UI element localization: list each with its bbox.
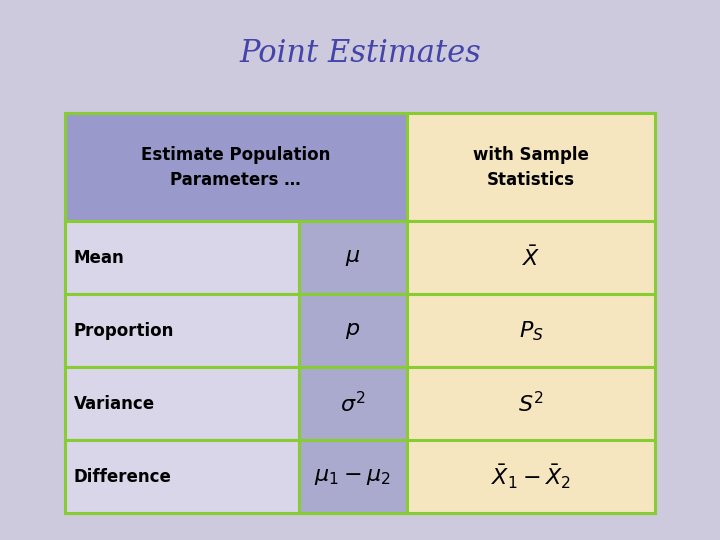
Bar	[299, 221, 407, 294]
Bar	[407, 113, 655, 221]
Bar	[65, 367, 299, 440]
Text: $\bar{X}_1 - \bar{X}_2$: $\bar{X}_1 - \bar{X}_2$	[491, 463, 571, 490]
Bar	[407, 440, 655, 513]
Text: $\bar{X}$: $\bar{X}$	[522, 246, 540, 270]
Text: $S^2$: $S^2$	[518, 391, 544, 416]
Text: $\mu$: $\mu$	[345, 248, 361, 268]
Text: Mean: Mean	[73, 249, 124, 267]
Bar	[65, 294, 299, 367]
Text: Variance: Variance	[73, 395, 155, 413]
Text: Point Estimates: Point Estimates	[239, 38, 481, 69]
Bar	[299, 440, 407, 513]
Text: Estimate Population
Parameters …: Estimate Population Parameters …	[141, 146, 330, 189]
Bar	[299, 367, 407, 440]
Bar	[65, 440, 299, 513]
Bar	[407, 294, 655, 367]
Text: $P_S$: $P_S$	[518, 319, 544, 342]
Bar	[407, 221, 655, 294]
Text: $\sigma^2$: $\sigma^2$	[340, 391, 366, 416]
Text: Proportion: Proportion	[73, 322, 174, 340]
Bar	[65, 113, 407, 221]
Text: with Sample
Statistics: with Sample Statistics	[473, 146, 589, 189]
Bar	[299, 294, 407, 367]
Text: $\mu_1 - \mu_2$: $\mu_1 - \mu_2$	[315, 467, 391, 487]
Text: $p$: $p$	[345, 321, 361, 341]
Bar	[407, 367, 655, 440]
Text: Difference: Difference	[73, 468, 171, 485]
Bar	[65, 221, 299, 294]
